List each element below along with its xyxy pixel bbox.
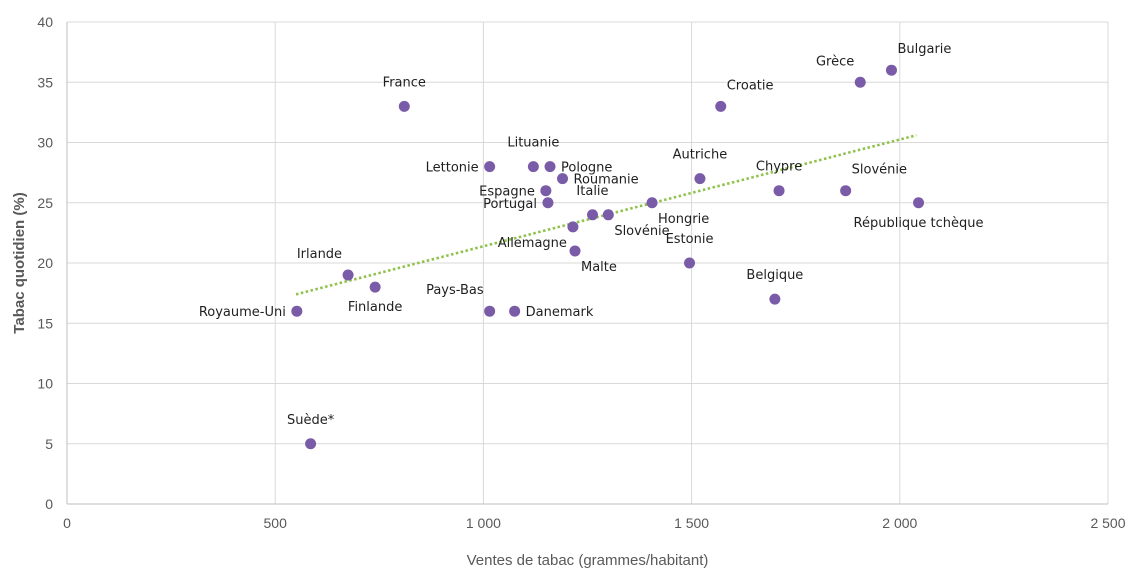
data-label: Espagne xyxy=(479,185,535,200)
data-point xyxy=(542,197,554,209)
data-label: Slovénie xyxy=(852,163,907,178)
y-tick-label: 10 xyxy=(37,376,53,392)
data-point xyxy=(567,221,579,233)
gridlines xyxy=(67,21,1109,504)
x-axis-title: Ventes de tabac (grammes/habitant) xyxy=(467,552,709,569)
x-tick-label: 1 000 xyxy=(466,515,501,531)
y-tick-label: 5 xyxy=(45,436,53,452)
data-label: République tchèque xyxy=(854,216,984,231)
data-labels: France Croatie Grèce Bulgarie Lettonie Lituan… xyxy=(199,42,984,428)
data-label: Irlande xyxy=(297,247,342,262)
y-tick-label: 30 xyxy=(37,135,53,151)
y-tick-label: 20 xyxy=(37,255,53,271)
data-label: Belgique xyxy=(746,268,803,283)
data-label: Bulgarie xyxy=(897,42,951,57)
data-label: Portugal xyxy=(483,197,537,212)
data-point xyxy=(342,269,354,281)
data-label: Allemagne xyxy=(498,236,567,251)
data-point xyxy=(540,185,552,197)
y-tick-label: 40 xyxy=(37,14,53,30)
data-label: Pays-Bas xyxy=(426,283,484,298)
data-point xyxy=(484,161,496,173)
data-label: Malte xyxy=(581,260,617,275)
data-point xyxy=(913,197,925,209)
data-label: Lettonie xyxy=(426,161,479,176)
data-label: Finlande xyxy=(348,300,402,315)
x-tick-label: 2 000 xyxy=(882,515,917,531)
y-tick-label: 25 xyxy=(37,195,53,211)
x-tick-label: 2 500 xyxy=(1090,515,1125,531)
data-point xyxy=(305,438,317,450)
data-point xyxy=(602,209,614,221)
data-point xyxy=(646,197,658,209)
data-label: Pologne xyxy=(561,161,612,176)
x-tick-label: 1 500 xyxy=(674,515,709,531)
data-label: Lituanie xyxy=(507,136,559,151)
data-point xyxy=(557,173,569,185)
data-label: Italie xyxy=(576,184,608,199)
data-point xyxy=(569,245,581,257)
data-point xyxy=(773,185,785,197)
data-point xyxy=(291,305,303,317)
data-point xyxy=(854,76,866,88)
data-point xyxy=(694,173,706,185)
data-point xyxy=(544,161,556,173)
data-point xyxy=(769,293,781,305)
y-tick-label: 35 xyxy=(37,74,53,90)
data-point xyxy=(509,305,521,317)
data-point xyxy=(527,161,539,173)
data-label: Croatie xyxy=(727,78,774,93)
data-label: France xyxy=(383,75,426,90)
axes: 0 5 10 15 20 25 30 35 40 0 500 1 000 1 500 2 000 2 500 xyxy=(37,14,1125,531)
y-tick-label: 15 xyxy=(37,315,53,331)
data-point xyxy=(684,257,696,269)
data-label: Chypre xyxy=(756,160,802,175)
data-label: Autriche xyxy=(673,148,728,163)
data-point xyxy=(398,100,410,112)
y-tick-label: 0 xyxy=(45,496,53,512)
data-label: Slovénie xyxy=(614,224,669,239)
data-label: Grèce xyxy=(816,54,854,69)
data-point xyxy=(885,64,897,76)
data-label: Royaume-Uni xyxy=(199,305,286,320)
data-label: Hongrie xyxy=(658,212,709,227)
data-point xyxy=(715,100,727,112)
data-points xyxy=(291,64,925,450)
data-label: Estonie xyxy=(666,232,714,247)
data-point xyxy=(484,305,496,317)
data-label: Roumanie xyxy=(574,173,639,188)
y-axis-title: Tabac quotidien (%) xyxy=(11,192,28,333)
data-label: Danemark xyxy=(526,305,594,320)
x-tick-label: 500 xyxy=(264,515,288,531)
data-point xyxy=(586,209,598,221)
data-label: Suède* xyxy=(287,413,335,428)
x-tick-label: 0 xyxy=(63,515,71,531)
data-point xyxy=(369,281,381,293)
data-point xyxy=(840,185,852,197)
